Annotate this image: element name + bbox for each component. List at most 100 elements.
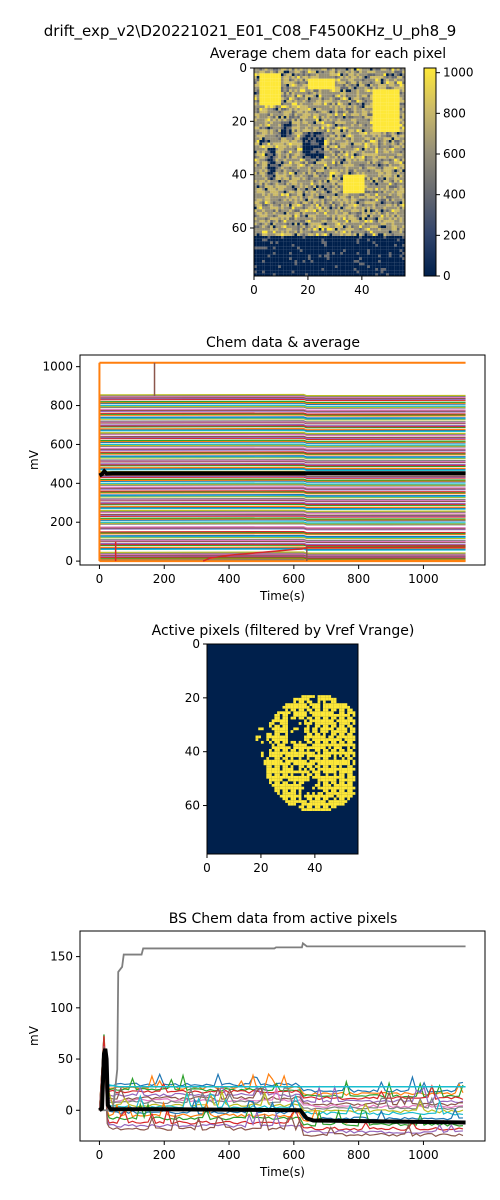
heatmap1-cell xyxy=(286,233,290,237)
heatmap1-cell xyxy=(399,238,403,242)
heatmap1-cell xyxy=(270,118,273,122)
heatmap1-cell xyxy=(361,140,365,143)
heatmap2-active-cell xyxy=(322,708,326,712)
heatmap1-cell xyxy=(329,110,333,114)
heatmap1-cell xyxy=(353,254,357,258)
heatmap1-cell xyxy=(399,113,403,117)
heatmap1-cell xyxy=(294,182,298,186)
heatmap1-cell xyxy=(278,153,282,157)
heatmap2-active-cell xyxy=(304,711,307,715)
pixel-series-line xyxy=(99,425,466,429)
heatmap1-cell xyxy=(359,166,362,170)
heatmap2-active-cell xyxy=(312,746,315,750)
heatmap1-cell xyxy=(321,89,325,93)
heatmap1-cell xyxy=(259,180,263,183)
heatmap1-cell xyxy=(270,249,273,253)
heatmap1-cell xyxy=(286,204,290,207)
heatmap1-cell xyxy=(299,121,303,125)
heatmap1-cell xyxy=(326,84,330,87)
heatmap1-cell xyxy=(380,126,384,130)
heatmap1-cell xyxy=(396,222,400,226)
heatmap2-active-cell xyxy=(304,705,307,709)
heatmap1-cell xyxy=(364,134,368,138)
heatmap1-cell xyxy=(316,68,319,71)
heatmap1-cell xyxy=(259,190,263,194)
heatmap1-cell xyxy=(280,182,284,186)
heatmap1-cell xyxy=(305,78,308,82)
heatmap1-cell xyxy=(310,86,314,90)
heatmap1-cell xyxy=(316,188,319,191)
heatmap1-cell xyxy=(291,158,295,162)
heatmap1-cell xyxy=(305,129,308,133)
heatmap1-cell xyxy=(280,68,284,71)
heatmap1-cell xyxy=(359,193,362,197)
heatmap1-cell xyxy=(337,265,341,269)
heatmap1-cell xyxy=(316,110,319,114)
heatmap1-cell xyxy=(345,214,349,218)
heatmap1-cell xyxy=(275,238,279,242)
heatmap2-active-cell xyxy=(317,746,321,750)
heatmap1-cell xyxy=(297,102,300,106)
heatmap1-cell xyxy=(337,97,341,101)
heatmap1-cell xyxy=(310,148,314,151)
heatmap1-cell xyxy=(297,140,300,143)
heatmap1-cell xyxy=(332,126,335,130)
heatmap1-cell xyxy=(259,68,263,71)
heatmap1-cell xyxy=(399,129,403,133)
heatmap1-cell xyxy=(280,246,284,250)
heatmap2-active-cell xyxy=(274,735,278,739)
heatmap2-active-cell xyxy=(314,711,318,715)
heatmap1-cell xyxy=(272,204,276,207)
heatmap2-active-cell xyxy=(279,735,283,739)
heatmap1-cell xyxy=(316,209,319,213)
heatmap1-cell xyxy=(337,68,341,71)
heatmap1-cell xyxy=(342,113,346,117)
heatmap1-cell xyxy=(364,222,368,226)
heatmap1-cell xyxy=(321,233,325,237)
heatmap1-cell xyxy=(345,105,349,109)
heatmap1-cell xyxy=(348,100,352,103)
heatmap1-cell xyxy=(364,126,368,130)
heatmap1-cell xyxy=(337,156,341,159)
heatmap1-cell xyxy=(294,188,298,191)
pixel-series-line xyxy=(99,502,466,506)
heatmap1-cell xyxy=(367,110,371,114)
heatmap1-cell xyxy=(375,92,379,95)
heatmap2-active-cell xyxy=(306,716,310,720)
heatmap1-cell xyxy=(380,97,384,101)
heatmap1-cell xyxy=(254,73,257,77)
heatmap2-active-cell xyxy=(347,714,350,717)
heatmap1-cell xyxy=(342,188,346,191)
heatmap1-cell xyxy=(286,137,290,141)
heatmap1-cell xyxy=(340,233,344,237)
heatmap1-cell xyxy=(318,182,322,186)
heatmap1-cell xyxy=(310,172,314,175)
heatmap1-cell xyxy=(299,172,303,175)
heatmap1-cell xyxy=(267,220,271,223)
heatmap1-cell xyxy=(264,118,268,122)
heatmap2-active-cell xyxy=(274,724,278,728)
heatmap1-cell xyxy=(326,225,330,229)
heatmap1-cell xyxy=(259,132,263,135)
heatmap1-cell xyxy=(372,244,376,247)
heatmap1-cell xyxy=(278,174,282,178)
heatmap1-cell xyxy=(372,78,376,82)
heatmap1-cell xyxy=(369,206,373,210)
pixel-series-line xyxy=(99,431,466,435)
heatmap1-cell xyxy=(367,113,371,117)
pixel-series-line xyxy=(99,483,466,486)
heatmap1-cell xyxy=(264,177,268,181)
heatmap1-cell xyxy=(326,116,330,119)
heatmap1-cell xyxy=(332,185,335,189)
heatmap1-cell xyxy=(321,225,325,229)
heatmap1-cell xyxy=(324,126,327,130)
heatmap1-cell xyxy=(291,273,295,276)
heatmap1-cell xyxy=(351,89,354,93)
heatmap1-cell xyxy=(286,86,290,90)
heatmap1-cell xyxy=(340,113,344,117)
heatmap1-cell xyxy=(359,230,362,234)
heatmap1-cell xyxy=(364,78,368,82)
heatmap1-cell xyxy=(291,185,295,189)
heatmap1-cell xyxy=(254,140,257,143)
heatmap1-cell xyxy=(307,262,311,266)
